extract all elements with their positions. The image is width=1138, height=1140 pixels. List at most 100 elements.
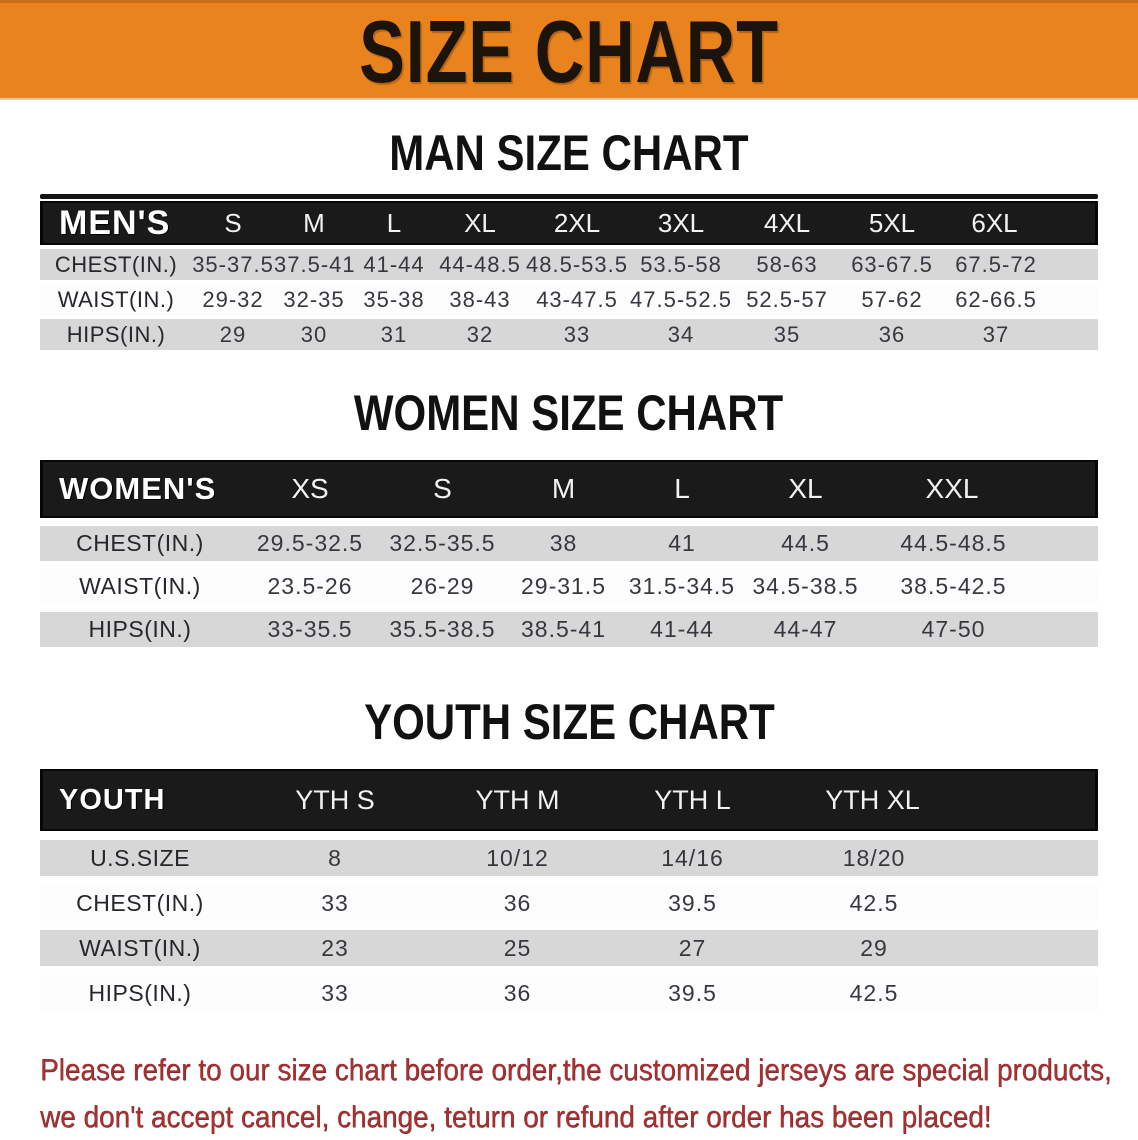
men-hips-label: HIPS(IN.)	[40, 319, 192, 350]
table-cell: 35	[734, 319, 840, 350]
women-waist-row: WAIST(IN.) 23.5-26 26-29 29-31.5 31.5-34…	[40, 569, 1098, 604]
table-cell: 41-44	[354, 249, 434, 280]
youth-size-col-l: YTH L	[605, 769, 780, 831]
order-policy-line2: we don't accept cancel, change, teturn o…	[40, 1099, 992, 1135]
table-cell: 33	[240, 885, 430, 921]
table-cell: 33	[526, 319, 628, 350]
men-waist-row: WAIST(IN.) 29-32 32-35 35-38 38-43 43-47…	[40, 284, 1098, 315]
men-size-col-2xl: 2XL	[526, 201, 628, 245]
women-chest-row: CHEST(IN.) 29.5-32.5 32.5-35.5 38 41 44.…	[40, 526, 1098, 561]
women-header-row: WOMEN'S XS S M L XL XXL	[40, 460, 1098, 518]
women-size-col-xl: XL	[742, 460, 869, 518]
table-cell: 38.5-42.5	[869, 569, 1098, 604]
men-chest-row: CHEST(IN.) 35-37.5 37.5-41 41-44 44-48.5…	[40, 249, 1098, 280]
youth-size-col-s: YTH S	[240, 769, 430, 831]
men-section-title: MAN SIZE CHART	[0, 128, 1138, 178]
table-cell: 58-63	[734, 249, 840, 280]
table-cell: 39.5	[605, 975, 780, 1011]
table-cell: 30	[274, 319, 354, 350]
table-cell: 33	[240, 975, 430, 1011]
men-size-col-xl: XL	[434, 201, 526, 245]
women-group-label: WOMEN'S	[40, 460, 240, 518]
men-size-col-4xl: 4XL	[734, 201, 840, 245]
youth-section-title-text: YOUTH SIZE CHART	[363, 694, 775, 750]
men-size-col-6xl: 6XL	[944, 201, 1098, 245]
table-cell: 36	[840, 319, 944, 350]
table-cell: 41-44	[622, 612, 742, 647]
table-cell: 44-48.5	[434, 249, 526, 280]
women-waist-label: WAIST(IN.)	[40, 569, 240, 604]
table-cell: 62-66.5	[944, 284, 1098, 315]
youth-size-col-xl: YTH XL	[780, 769, 1098, 831]
men-group-label: MEN'S	[40, 201, 192, 245]
table-cell: 44.5-48.5	[869, 526, 1098, 561]
youth-size-table: YOUTH YTH S YTH M YTH L YTH XL U.S.SIZE …	[40, 760, 1098, 1020]
size-chart-banner: SIZE CHART	[0, 0, 1138, 100]
women-size-col-xxl: XXL	[869, 460, 1098, 518]
table-cell: 8	[240, 840, 430, 876]
youth-ussize-label: U.S.SIZE	[40, 840, 240, 876]
table-cell: 52.5-57	[734, 284, 840, 315]
women-size-col-l: L	[622, 460, 742, 518]
women-chest-label: CHEST(IN.)	[40, 526, 240, 561]
table-cell: 31.5-34.5	[622, 569, 742, 604]
table-cell: 10/12	[430, 840, 605, 876]
youth-header-row: YOUTH YTH S YTH M YTH L YTH XL	[40, 769, 1098, 831]
women-size-table: WOMEN'S XS S M L XL XXL CHEST(IN.) 29.5-…	[40, 452, 1098, 655]
table-cell: 44.5	[742, 526, 869, 561]
youth-chest-label: CHEST(IN.)	[40, 885, 240, 921]
men-size-col-3xl: 3XL	[628, 201, 734, 245]
table-cell: 38-43	[434, 284, 526, 315]
order-policy-line1: Please refer to our size chart before or…	[40, 1052, 1112, 1087]
men-size-col-5xl: 5XL	[840, 201, 944, 245]
men-header-row: MEN'S S M L XL 2XL 3XL 4XL 5XL 6XL	[40, 201, 1098, 245]
men-table-top-rule	[40, 194, 1098, 199]
table-cell: 43-47.5	[526, 284, 628, 315]
men-chest-label: CHEST(IN.)	[40, 249, 192, 280]
men-size-col-s: S	[192, 201, 274, 245]
men-hips-row: HIPS(IN.) 29 30 31 32 33 34 35 36 37	[40, 319, 1098, 350]
table-cell: 44-47	[742, 612, 869, 647]
table-cell: 35-38	[354, 284, 434, 315]
table-cell: 53.5-58	[628, 249, 734, 280]
table-cell: 29	[192, 319, 274, 350]
men-waist-label: WAIST(IN.)	[40, 284, 192, 315]
women-section-title: WOMEN SIZE CHART	[0, 388, 1138, 438]
table-cell: 23.5-26	[240, 569, 380, 604]
table-cell: 41	[622, 526, 742, 561]
table-cell: 36	[430, 885, 605, 921]
table-cell: 35-37.5	[192, 249, 274, 280]
table-cell: 42.5	[780, 975, 1098, 1011]
table-cell: 67.5-72	[944, 249, 1098, 280]
women-section-title-text: WOMEN SIZE CHART	[354, 385, 784, 441]
youth-size-col-m: YTH M	[430, 769, 605, 831]
table-cell: 27	[605, 930, 780, 966]
table-cell: 34	[628, 319, 734, 350]
women-size-table-wrap: WOMEN'S XS S M L XL XXL CHEST(IN.) 29.5-…	[40, 452, 1098, 655]
table-cell: 38	[505, 526, 622, 561]
banner-title: SIZE CHART	[359, 1, 779, 101]
youth-waist-label: WAIST(IN.)	[40, 930, 240, 966]
youth-section-title: YOUTH SIZE CHART	[0, 697, 1138, 747]
table-cell: 33-35.5	[240, 612, 380, 647]
women-size-col-xs: XS	[240, 460, 380, 518]
table-cell: 31	[354, 319, 434, 350]
table-cell: 14/16	[605, 840, 780, 876]
table-cell: 34.5-38.5	[742, 569, 869, 604]
youth-ussize-row: U.S.SIZE 8 10/12 14/16 18/20	[40, 840, 1098, 876]
table-cell: 63-67.5	[840, 249, 944, 280]
table-cell: 26-29	[380, 569, 505, 604]
youth-waist-row: WAIST(IN.) 23 25 27 29	[40, 930, 1098, 966]
youth-hips-label: HIPS(IN.)	[40, 975, 240, 1011]
table-cell: 57-62	[840, 284, 944, 315]
youth-size-table-wrap: YOUTH YTH S YTH M YTH L YTH XL U.S.SIZE …	[40, 760, 1098, 1020]
table-cell: 37.5-41	[274, 249, 354, 280]
table-cell: 38.5-41	[505, 612, 622, 647]
men-size-col-m: M	[274, 201, 354, 245]
table-cell: 29-32	[192, 284, 274, 315]
table-cell: 25	[430, 930, 605, 966]
youth-group-label: YOUTH	[40, 769, 240, 831]
men-size-table: MEN'S S M L XL 2XL 3XL 4XL 5XL 6XL CHEST…	[40, 197, 1098, 354]
table-cell: 36	[430, 975, 605, 1011]
table-cell: 37	[944, 319, 1098, 350]
